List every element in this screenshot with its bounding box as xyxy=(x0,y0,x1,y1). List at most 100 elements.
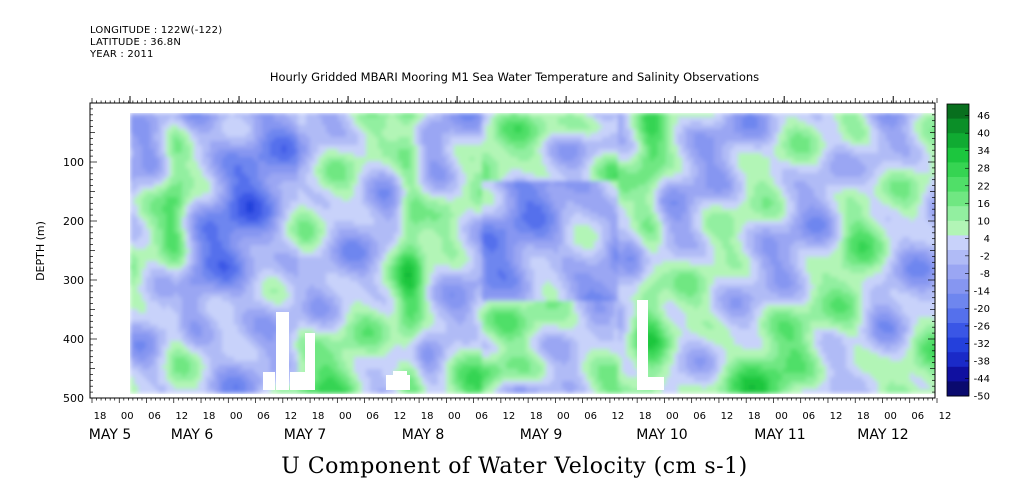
heatmap-cell xyxy=(226,145,231,150)
year-label: YEAR : 2011 xyxy=(90,49,154,60)
heatmap-cell xyxy=(202,377,207,382)
heatmap-cell xyxy=(278,141,283,146)
heatmap-cell xyxy=(270,309,275,314)
heatmap-cell xyxy=(334,389,339,394)
heatmap-cell xyxy=(266,361,271,366)
heatmap-cell xyxy=(386,341,391,346)
heatmap-cell xyxy=(146,361,151,366)
heatmap-cell xyxy=(246,141,251,146)
heatmap-cell xyxy=(182,241,187,246)
heatmap-cell xyxy=(410,189,415,194)
heatmap-cell xyxy=(342,265,347,270)
heatmap-cell xyxy=(130,129,135,134)
heatmap-cell xyxy=(322,169,327,174)
heatmap-cell xyxy=(330,169,335,174)
heatmap-cell xyxy=(338,233,343,238)
heatmap-cell xyxy=(314,273,319,278)
heatmap-cell xyxy=(378,193,383,198)
heatmap-cell xyxy=(398,313,403,318)
heatmap-cell xyxy=(398,325,403,330)
heatmap-cell xyxy=(290,117,295,122)
heatmap-cell xyxy=(154,357,159,362)
heatmap-cell xyxy=(218,361,223,366)
heatmap-cell xyxy=(178,257,183,262)
heatmap-cell xyxy=(130,145,135,150)
heatmap-cell xyxy=(374,273,379,278)
heatmap-cell xyxy=(294,389,299,394)
heatmap-cell xyxy=(138,341,143,346)
heatmap-cell xyxy=(202,297,207,302)
heatmap-cell xyxy=(266,353,271,358)
heatmap-cell xyxy=(178,357,183,362)
heatmap-cell xyxy=(414,153,419,158)
heatmap-cell xyxy=(162,173,167,178)
heatmap-cell xyxy=(262,253,267,258)
heatmap-cell xyxy=(382,229,387,234)
heatmap-cell xyxy=(310,297,315,302)
heatmap-cell xyxy=(258,285,263,290)
heatmap-cell xyxy=(266,333,271,338)
heatmap-cell xyxy=(202,113,207,118)
heatmap-cell xyxy=(334,297,339,302)
heatmap-cell xyxy=(158,389,163,394)
heatmap-cell xyxy=(286,241,291,246)
heatmap-cell xyxy=(378,333,383,338)
heatmap-cell xyxy=(250,301,255,306)
heatmap-cell xyxy=(350,349,355,354)
heatmap-cell xyxy=(338,173,343,178)
heatmap-cell xyxy=(230,149,235,154)
heatmap-cell xyxy=(350,377,355,382)
heatmap-cell xyxy=(394,353,399,358)
heatmap-cell xyxy=(154,201,159,206)
heatmap-cell xyxy=(254,309,259,314)
heatmap-cell xyxy=(322,261,327,266)
heatmap-cell xyxy=(318,133,323,138)
heatmap-cell xyxy=(350,197,355,202)
heatmap-cell xyxy=(218,289,223,294)
heatmap-cell xyxy=(258,293,263,298)
heatmap-cell xyxy=(142,185,147,190)
heatmap-cell xyxy=(218,213,223,218)
heatmap-cell xyxy=(282,113,287,118)
heatmap-cell xyxy=(286,225,291,230)
heatmap-cell xyxy=(322,129,327,134)
heatmap-cell xyxy=(338,337,343,342)
heatmap-cell xyxy=(326,269,331,274)
heatmap-cell xyxy=(414,141,419,146)
heatmap-cell xyxy=(358,285,363,290)
heatmap-cell xyxy=(174,265,179,270)
heatmap-cell xyxy=(238,381,243,386)
heatmap-cell xyxy=(258,333,263,338)
heatmap-cell xyxy=(138,241,143,246)
heatmap-cell xyxy=(242,309,247,314)
heatmap-cell xyxy=(150,349,155,354)
heatmap-cell xyxy=(350,369,355,374)
heatmap-cell xyxy=(266,349,271,354)
heatmap-cell xyxy=(298,217,303,222)
heatmap-cell xyxy=(242,269,247,274)
heatmap-cell xyxy=(330,233,335,238)
heatmap-cell xyxy=(222,261,227,266)
heatmap-cell xyxy=(186,193,191,198)
heatmap-cell xyxy=(358,289,363,294)
heatmap-cell xyxy=(270,333,275,338)
heatmap-cell xyxy=(198,213,203,218)
heatmap-cell xyxy=(130,253,135,258)
heatmap-cell xyxy=(274,221,279,226)
heatmap-cell xyxy=(278,229,283,234)
heatmap-cell xyxy=(402,209,407,214)
heatmap-cell xyxy=(182,205,187,210)
heatmap-cell xyxy=(182,305,187,310)
heatmap-cell xyxy=(254,285,259,290)
heatmap-cell xyxy=(378,285,383,290)
heatmap-cell xyxy=(266,325,271,330)
heatmap-cell xyxy=(294,277,299,282)
heatmap-cell xyxy=(206,361,211,366)
heatmap-cell xyxy=(170,285,175,290)
heatmap-cell xyxy=(162,249,167,254)
heatmap-cell xyxy=(258,169,263,174)
heatmap-cell xyxy=(362,225,367,230)
heatmap-cell xyxy=(130,189,135,194)
heatmap-cell xyxy=(130,245,135,250)
heatmap-cell xyxy=(358,353,363,358)
